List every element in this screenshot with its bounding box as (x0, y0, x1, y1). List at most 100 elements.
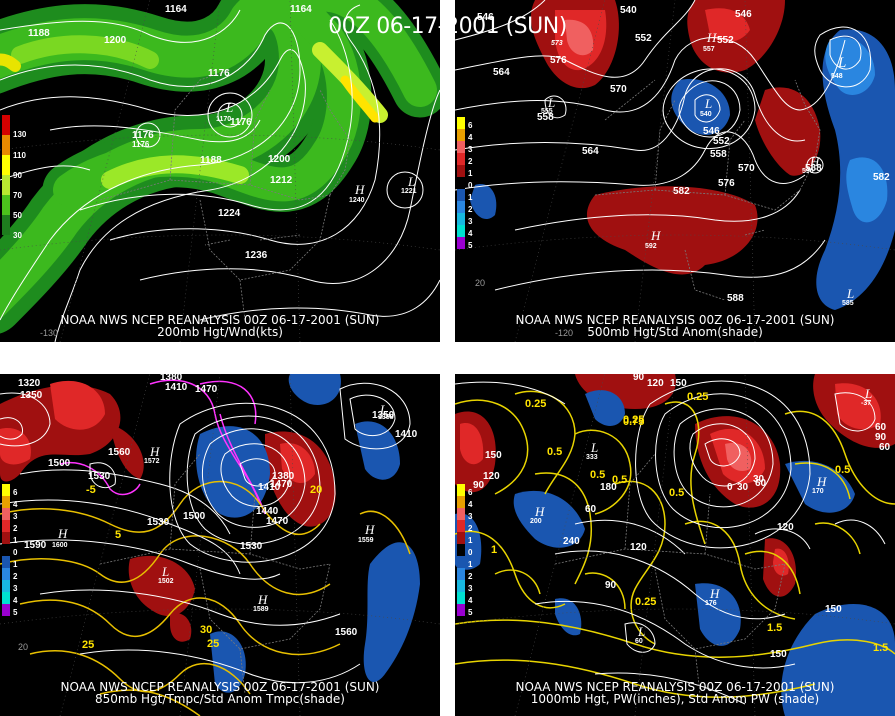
contour-label: 1176 (208, 68, 230, 79)
map-borders (99, 69, 351, 321)
anomaly-shading (0, 374, 420, 693)
center-value: 1559 (358, 537, 374, 544)
legend-swatch (457, 568, 465, 580)
map-borders (99, 453, 331, 695)
legend-label: 1 (13, 560, 18, 569)
contour-label: 0 (727, 482, 733, 493)
legend-label: 2 (468, 524, 473, 533)
legend-swatch (457, 129, 465, 141)
legend-swatch (457, 508, 465, 520)
center-value: 540 (700, 111, 712, 118)
caption-line-1: NOAA NWS NCEP REANALYSIS 00Z 06-17-2001 … (60, 313, 380, 327)
contour-label: 240 (563, 536, 580, 547)
center-value: 1572 (144, 458, 160, 465)
contour-label: 1236 (245, 250, 268, 261)
lon-label: -130 (40, 328, 59, 338)
center-value: 1240 (349, 197, 365, 204)
pw-label: 0.5 (547, 446, 563, 458)
temp-label: 20 (310, 484, 323, 496)
contour-label: 1560 (335, 627, 358, 638)
contour-label: 576 (550, 55, 567, 66)
contour-label: 90 (473, 480, 485, 491)
panel-200mb: 130 110 90 70 50 30 1164 1164 1188 1200 … (0, 0, 440, 342)
contour-label: 540 (620, 5, 637, 16)
legend-swatch (2, 195, 10, 215)
legend-200mb: 130 110 90 70 50 30 (2, 115, 26, 245)
legend-label: 4 (468, 229, 473, 238)
contour-label: 570 (610, 84, 627, 95)
lat-lon-grid (0, 374, 440, 716)
legend-label: 0 (468, 181, 473, 190)
map-1000mb (455, 374, 895, 716)
legend-label: 4 (468, 596, 473, 605)
contour-label: 546 (735, 9, 752, 20)
high-center-letter: H (810, 154, 820, 169)
pw-label: 0.25 (623, 414, 645, 426)
contour-label: 1500 (48, 458, 71, 469)
contour-label: 1530 (88, 471, 111, 482)
caption-line-1: NOAA NWS NCEP REANALYSIS 00Z 06-17-2001 … (60, 680, 380, 694)
legend-label: 2 (468, 572, 473, 581)
legend-label: 2 (13, 524, 18, 533)
lat-lon-grid (455, 0, 895, 342)
high-center-letter: H (58, 526, 68, 541)
legend-label: 4 (13, 500, 18, 509)
contour-label: 1212 (270, 175, 293, 186)
center-value: 1221 (401, 188, 417, 195)
legend-label: 90 (13, 171, 22, 180)
high-center-letter: H (355, 182, 365, 197)
temp-label: 25 (207, 638, 220, 650)
contour-label: 30 (737, 482, 749, 493)
high-center-letter: H (258, 592, 268, 607)
lat-label: 20 (18, 642, 29, 652)
contour-label: 564 (493, 67, 510, 78)
legend-swatch (457, 165, 465, 177)
wind-speed-shading (0, 0, 440, 334)
legend-850mb: 6 4 3 2 1 0 1 2 3 4 5 (2, 484, 18, 618)
legend-swatch (457, 604, 465, 616)
legend-swatch (2, 520, 10, 532)
legend-label: 4 (13, 596, 18, 605)
contour-label: 558 (710, 149, 727, 160)
legend-swatch (2, 532, 10, 544)
legend-label: 1 (468, 169, 473, 178)
temp-label: -5 (86, 484, 96, 496)
low-center-letter: L (705, 96, 713, 111)
contour-label: 1350 (20, 390, 43, 401)
pw-label: 0.25 (687, 391, 709, 403)
legend-label: 3 (13, 584, 18, 593)
legend-label: 5 (468, 241, 473, 250)
pw-label: 1 (491, 544, 498, 556)
contour-label: 1410 (165, 382, 188, 393)
contour-label: 90 (875, 432, 887, 443)
legend-swatch (2, 580, 10, 592)
contour-label: 180 (600, 482, 617, 493)
low-center-letter: L (838, 55, 847, 71)
lon-label: -120 (555, 328, 574, 338)
contour-label: 1200 (104, 35, 127, 46)
contour-label: 90 (605, 580, 617, 591)
contour-label: 1530 (147, 517, 170, 528)
low-center-letter: L (380, 402, 388, 417)
temperature-contours-cold (59, 379, 266, 515)
contour-label: 1164 (290, 4, 312, 15)
contour-label: 1176 (132, 130, 154, 141)
legend-swatch (2, 556, 10, 568)
contour-label: 582 (873, 172, 890, 183)
legend-swatch (457, 556, 465, 568)
contour-label: 1224 (218, 208, 241, 219)
center-value: 1589 (253, 606, 269, 613)
contour-label: 552 (635, 33, 652, 44)
center-value: 1358 (378, 414, 394, 421)
lat-lon-grid (455, 374, 895, 716)
contour-label: 150 (485, 450, 502, 461)
center-value: 176 (705, 600, 717, 607)
legend-swatch (457, 580, 465, 592)
legend-swatch (457, 225, 465, 237)
legend-swatch (2, 175, 10, 195)
legend-label: 2 (468, 157, 473, 166)
temp-label: 5 (115, 529, 122, 541)
contour-label: 1470 (195, 384, 218, 395)
legend-label: 0 (13, 548, 18, 557)
temperature-contours-warm (0, 480, 411, 716)
